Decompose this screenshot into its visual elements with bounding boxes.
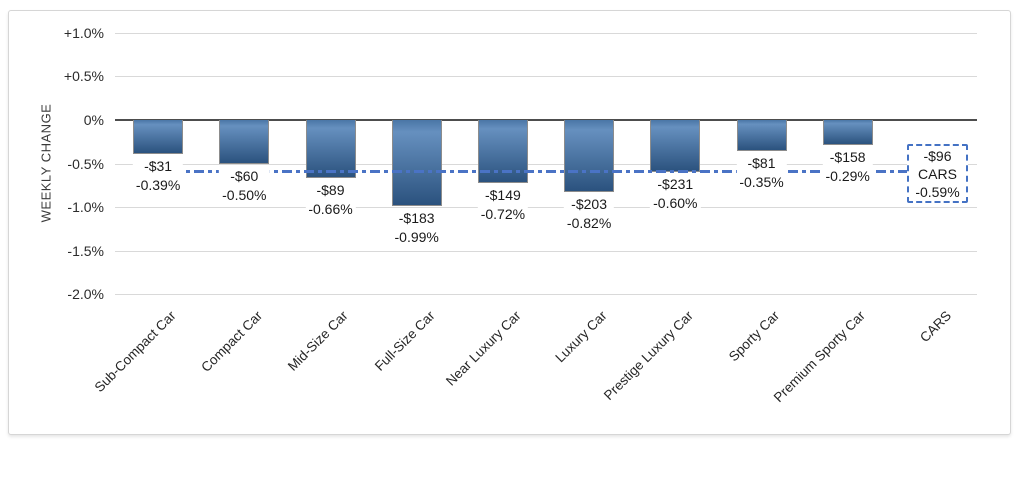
cars-average-name: CARS: [918, 165, 957, 182]
bar-percent-label: -0.82%: [566, 214, 612, 231]
bar-dollar-label: -$60: [230, 167, 259, 184]
y-tick-label: +1.0%: [63, 24, 104, 41]
bar-percent-label: -0.99%: [394, 229, 439, 246]
gridline: [115, 207, 977, 209]
bar-mid-size-car: [305, 120, 356, 178]
y-tick-label: -1.0%: [67, 199, 104, 216]
bar-dollar-label: -$231: [657, 176, 694, 193]
bar-data-label: -$158 -0.29%: [822, 148, 873, 187]
bar-data-label: -$31 -0.39%: [132, 157, 184, 195]
bar-data-label: -$60 -0.50%: [219, 166, 270, 205]
bar-percent-label: -0.66%: [308, 200, 353, 217]
gridline: [115, 76, 977, 78]
bar-data-label: -$183 -0.99%: [391, 209, 442, 248]
bar-dollar-label: -$89: [316, 181, 345, 198]
bar-percent-label: -0.39%: [135, 177, 181, 193]
bar-sporty-car: [736, 120, 787, 151]
bar-full-size-car: [391, 120, 442, 207]
bar-data-label: -$81 -0.35%: [736, 153, 787, 192]
gridline: [115, 163, 977, 165]
bar-data-label: -$89 -0.66%: [305, 180, 356, 219]
cars-average-percent: -0.59%: [915, 183, 960, 200]
bar-dollar-label: -$158: [829, 149, 866, 166]
gridline: [115, 250, 977, 252]
bar-dollar-label: -$203: [571, 195, 607, 212]
bar-dollar-label: -$81: [747, 154, 776, 171]
cars-average-box: -$96 CARS -0.59%: [907, 144, 968, 203]
bar-compact-car: [219, 120, 270, 164]
y-tick-label: -0.5%: [67, 155, 104, 172]
y-tick-label: -1.5%: [67, 242, 104, 259]
y-tick-label: 0%: [83, 112, 104, 128]
zero-axis-line: [115, 119, 977, 121]
bar-data-label: -$231 -0.60%: [650, 175, 701, 214]
y-tick-label: -2.0%: [67, 286, 104, 303]
average-dashed-line: [150, 169, 907, 173]
bar-dollar-label: -$149: [484, 186, 521, 203]
gridline: [115, 294, 977, 296]
bar-data-label: -$203 -0.82%: [563, 194, 615, 233]
bar-percent-label: -0.60%: [653, 195, 698, 212]
bar-premium-sporty-car: [822, 120, 873, 146]
bar-percent-label: -0.35%: [739, 173, 784, 190]
bar-percent-label: -0.72%: [480, 205, 526, 222]
bar-sub-compact-car: [133, 120, 184, 154]
bar-prestige-luxury-car: [650, 120, 701, 173]
bar-luxury-car: [564, 120, 615, 192]
bar-percent-label: -0.29%: [825, 168, 870, 185]
bar-data-label: -$149 -0.72%: [477, 185, 529, 224]
gridline: [115, 32, 977, 34]
y-tick-label: +0.5%: [63, 68, 104, 85]
bar-near-luxury-car: [477, 120, 528, 183]
cars-average-dollar: -$96: [923, 147, 952, 164]
bar-percent-label: -0.50%: [222, 186, 267, 203]
bar-dollar-label: -$31: [144, 158, 173, 174]
bar-dollar-label: -$183: [398, 210, 435, 227]
